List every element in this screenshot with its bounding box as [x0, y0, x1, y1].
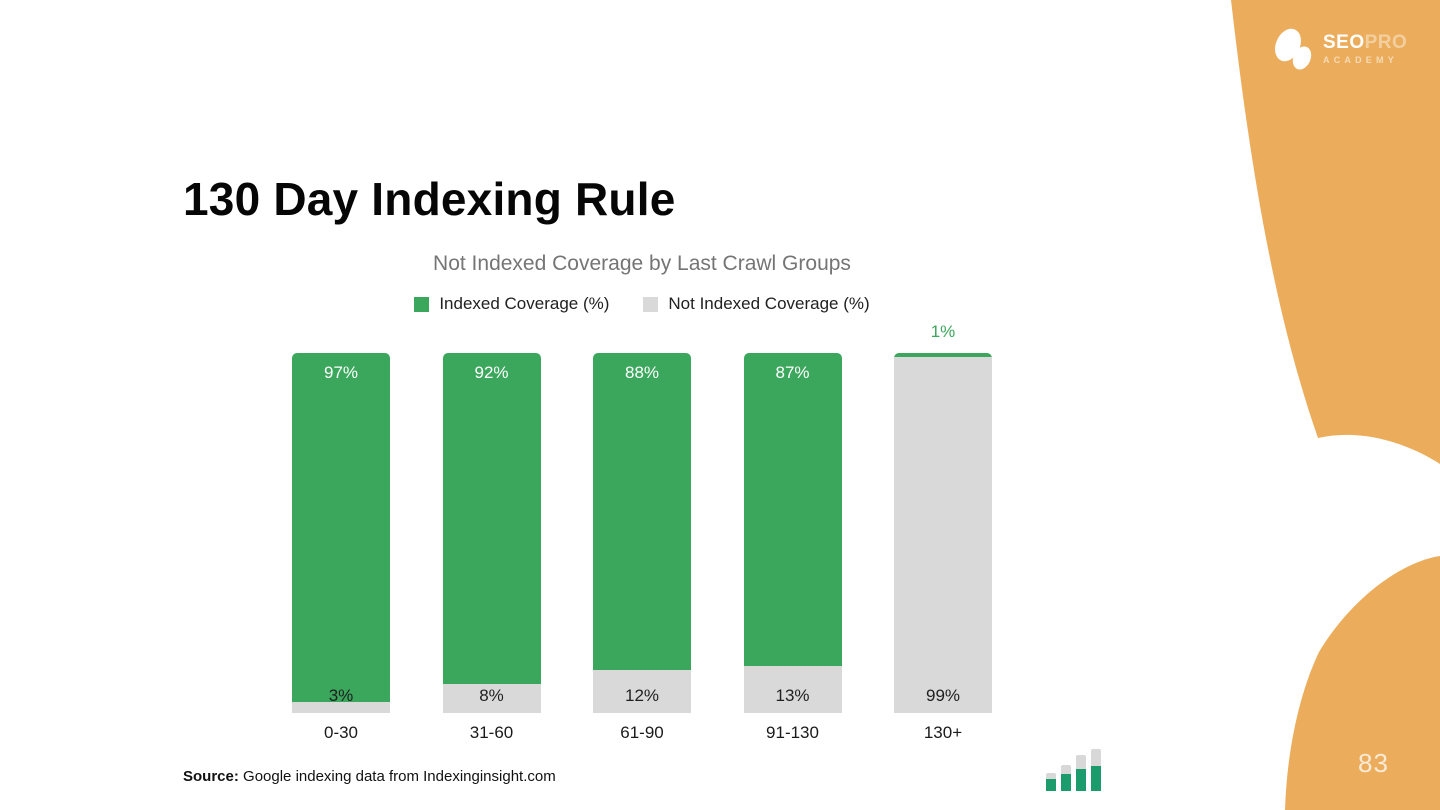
not-indexed-value-label: 3%: [328, 686, 354, 705]
source-label: Source:: [183, 768, 239, 785]
category-label: 0-30: [323, 723, 359, 742]
indexed-value-label: 92%: [474, 363, 509, 382]
category-label: 91-130: [766, 723, 819, 742]
chart-legend: Indexed Coverage (%) Not Indexed Coverag…: [292, 294, 992, 314]
source-note: Source: Google indexing data from Indexi…: [183, 768, 556, 785]
logo-subtitle: ACADEMY: [1323, 55, 1398, 65]
bar-0-30: 97% 3% 0-30: [292, 353, 390, 742]
legend-swatch-gray: [643, 296, 659, 312]
not-indexed-value-label: 99%: [925, 686, 961, 705]
indexed-segment: [743, 353, 842, 667]
indexed-value-label: 88%: [624, 363, 660, 382]
chart-title: Not Indexed Coverage by Last Crawl Group…: [433, 252, 851, 275]
indexed-segment: [442, 353, 541, 685]
not-indexed-value-label: 8%: [479, 686, 504, 705]
leaf-circle-icon: [1275, 28, 1312, 70]
not-indexed-segment: [743, 666, 842, 713]
ascending-bar-chart-icon: [1046, 738, 1106, 791]
not-indexed-segment: [292, 702, 390, 713]
bar-91-130: 87% 13% 91-130: [743, 353, 842, 742]
category-label: 61-90: [620, 723, 664, 742]
logo-wordmark: SEOPRO: [1323, 32, 1408, 53]
bar-130+: 1% 99% 130+: [894, 322, 992, 742]
seopro-academy-logo: SEOPRO ACADEMY: [1272, 26, 1407, 72]
not-indexed-value-label: 13%: [775, 686, 810, 705]
not-indexed-segment: [894, 356, 992, 713]
category-label: 130+: [923, 723, 963, 742]
page-number: 83: [1358, 748, 1389, 778]
indexed-value-label: 1%: [930, 322, 956, 341]
bar-61-90: 88% 12% 61-90: [593, 353, 691, 742]
not-indexed-segment: [442, 684, 541, 713]
not-indexed-segment: [593, 669, 691, 713]
source-text: Google indexing data from Indexinginsigh…: [243, 768, 556, 785]
legend-item-not-indexed: Not Indexed Coverage (%): [643, 294, 870, 314]
indexed-segment: [894, 353, 992, 357]
legend-swatch-green: [414, 296, 430, 312]
indexed-segment: [292, 353, 390, 703]
page-title: 130 Day Indexing Rule: [183, 172, 676, 225]
category-label: 31-60: [469, 723, 514, 742]
bar-31-60: 92% 8% 31-60: [442, 353, 541, 742]
not-indexed-value-label: 12%: [624, 686, 660, 705]
indexed-value-label: 97%: [323, 363, 359, 382]
indexed-segment: [593, 353, 691, 670]
legend-item-indexed: Indexed Coverage (%): [414, 294, 609, 314]
bar-plot-area: 97% 3% 0-30 92% 8% 31-60 88% 12% 61-90 87% 13% 91-1…: [292, 322, 992, 742]
indexed-value-label: 87%: [775, 363, 810, 382]
